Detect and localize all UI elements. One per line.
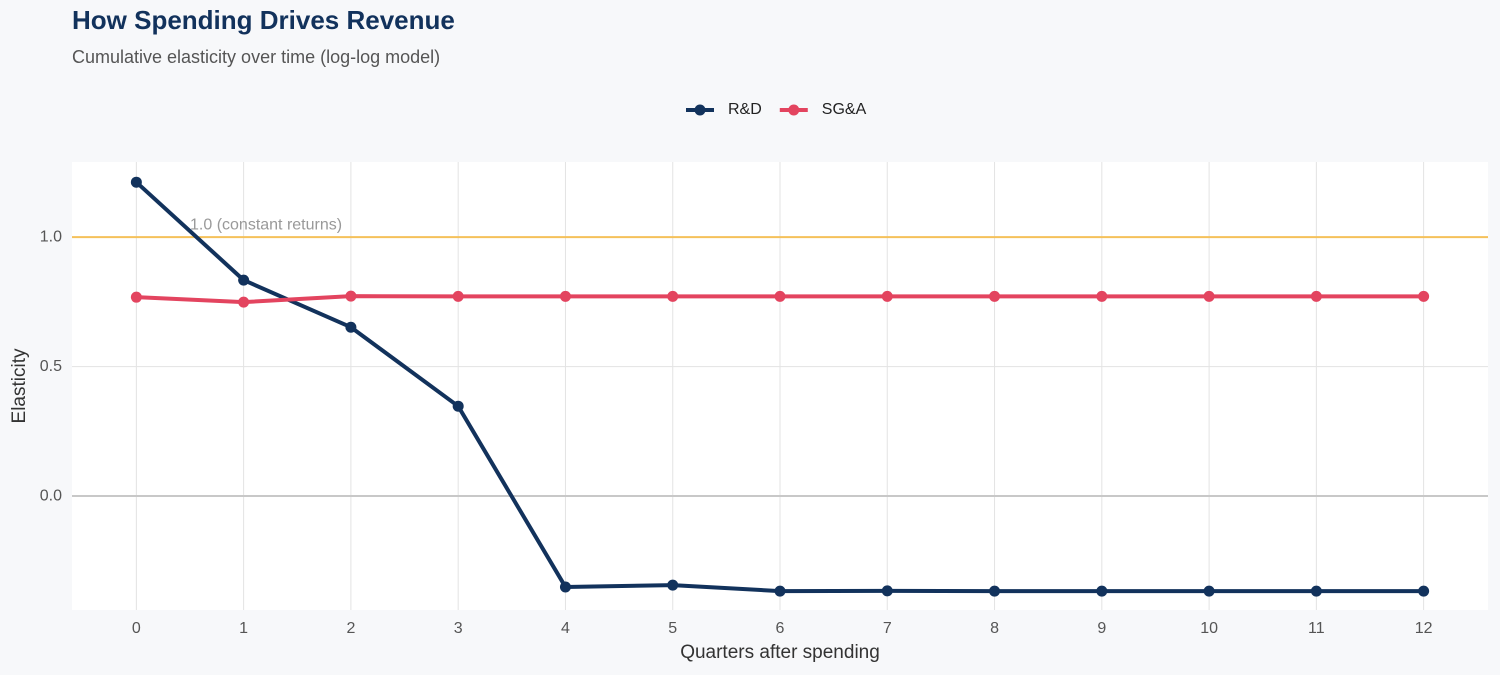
data-point — [1310, 290, 1322, 302]
data-point — [1096, 585, 1108, 597]
data-point — [345, 321, 357, 333]
data-point — [1418, 290, 1430, 302]
data-point — [881, 290, 893, 302]
data-point — [452, 400, 464, 412]
y-tick-label: 1.0 — [40, 228, 62, 245]
x-tick-label: 11 — [1308, 620, 1325, 637]
chart-subtitle: Cumulative elasticity over time (log-log… — [72, 47, 440, 67]
data-point — [1203, 585, 1215, 597]
data-point — [452, 290, 464, 302]
y-tick-label: 0.0 — [40, 487, 62, 504]
data-point — [559, 290, 571, 302]
data-point — [238, 274, 250, 286]
data-point — [1310, 585, 1322, 597]
data-point — [667, 290, 679, 302]
x-tick-label: 2 — [346, 620, 355, 637]
x-tick-label: 12 — [1415, 620, 1433, 637]
chart-title: How Spending Drives Revenue — [72, 5, 455, 35]
marks: 1.0 (constant returns) — [72, 176, 1488, 597]
data-point — [1203, 290, 1215, 302]
y-tick-label: 0.5 — [40, 358, 62, 375]
x-tick-label: 6 — [776, 620, 785, 637]
data-point — [238, 296, 250, 308]
data-point — [989, 290, 1001, 302]
legend-swatch-point — [694, 104, 706, 116]
legend: R&D SG&A — [686, 101, 867, 118]
x-tick-label: 7 — [883, 620, 892, 637]
legend-label: R&D — [728, 101, 762, 118]
x-tick-label: 1 — [239, 620, 248, 637]
data-point — [559, 581, 571, 593]
data-point — [130, 176, 142, 188]
x-tick-label: 3 — [454, 620, 463, 637]
data-point — [989, 585, 1001, 597]
data-point — [774, 290, 786, 302]
x-tick-label: 10 — [1200, 620, 1218, 637]
data-point — [1096, 290, 1108, 302]
x-tick-label: 4 — [561, 620, 570, 637]
x-tick-label: 9 — [1097, 620, 1106, 637]
x-tick-label: 5 — [668, 620, 677, 637]
x-tick-label: 8 — [990, 620, 999, 637]
x-axis-label: Quarters after spending — [680, 642, 880, 663]
legend-label: SG&A — [822, 101, 867, 118]
data-point — [345, 290, 357, 302]
reference-label: 1.0 (constant returns) — [190, 216, 342, 233]
data-point — [130, 291, 142, 303]
y-axis-label: Elasticity — [9, 348, 30, 423]
legend-swatch-point — [788, 104, 800, 116]
data-point — [881, 585, 893, 597]
x-tick-label: 0 — [132, 620, 141, 637]
data-point — [1418, 585, 1430, 597]
data-point — [667, 579, 679, 591]
data-point — [774, 585, 786, 597]
